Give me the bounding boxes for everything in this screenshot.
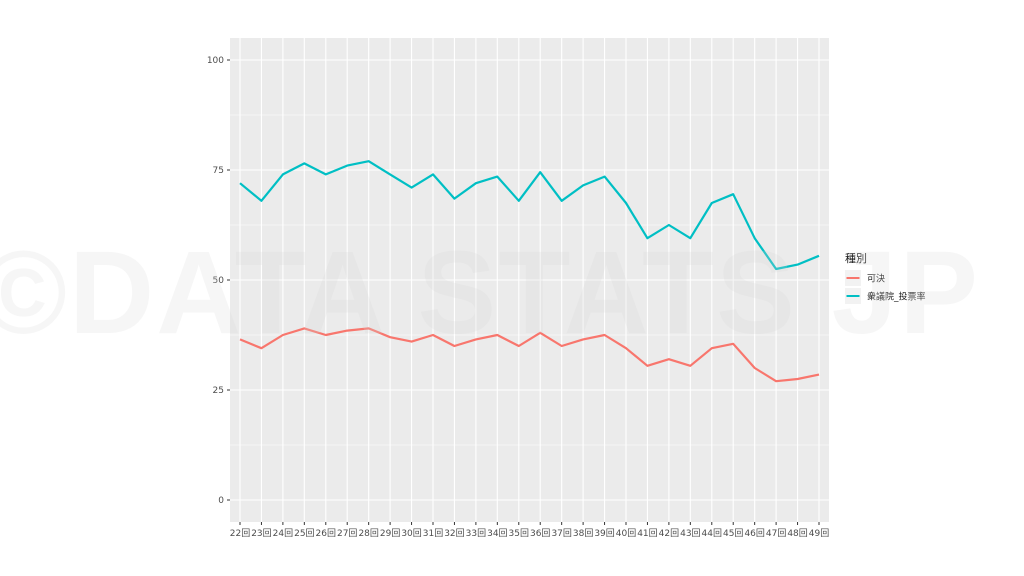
x-tick-label: 39回 bbox=[594, 528, 614, 539]
x-tick-label: 45回 bbox=[723, 528, 743, 539]
legend-label: 衆議院_投票率 bbox=[867, 291, 926, 303]
x-tick-label: 30回 bbox=[401, 528, 421, 539]
x-tick-label: 38回 bbox=[573, 528, 593, 539]
y-tick-label: 25 bbox=[213, 386, 224, 396]
x-axis: 22回 23回 24回 25回 26回 27回 28回 29回 30回 31回 32回 33回 34回 3… bbox=[230, 522, 829, 539]
x-tick-label: 28回 bbox=[358, 528, 378, 539]
y-axis: 0 25 50 75 100 bbox=[207, 56, 230, 506]
x-tick-label: 25回 bbox=[294, 528, 314, 539]
series-line bbox=[239, 327, 820, 383]
legend-label: 可決 bbox=[867, 273, 885, 285]
x-tick-label: 29回 bbox=[380, 528, 400, 539]
grid-major bbox=[230, 38, 829, 522]
y-tick-label: 0 bbox=[218, 496, 224, 506]
x-tick-label: 48回 bbox=[787, 528, 807, 539]
x-tick-label: 34回 bbox=[487, 528, 507, 539]
x-tick-label: 31回 bbox=[423, 528, 443, 539]
x-tick-label: 36回 bbox=[530, 528, 550, 539]
series-lines bbox=[239, 160, 820, 383]
x-tick-label: 43回 bbox=[680, 528, 700, 539]
x-tick-label: 33回 bbox=[466, 528, 486, 539]
x-tick-label: 40回 bbox=[616, 528, 636, 539]
x-tick-label: 37回 bbox=[551, 528, 571, 539]
x-tick-label: 27回 bbox=[337, 528, 357, 539]
legend-title: 種別 bbox=[845, 251, 867, 265]
y-tick-label: 50 bbox=[213, 276, 225, 286]
x-tick-label: 32回 bbox=[444, 528, 464, 539]
x-tick-label: 46回 bbox=[744, 528, 764, 539]
x-tick-label: 23回 bbox=[251, 528, 271, 539]
x-tick-label: 24回 bbox=[273, 528, 293, 539]
x-tick-label: 44回 bbox=[702, 528, 722, 539]
y-tick-label: 75 bbox=[213, 166, 224, 176]
series-line bbox=[239, 160, 820, 271]
x-tick-label: 42回 bbox=[659, 528, 679, 539]
y-tick-label: 100 bbox=[207, 56, 224, 66]
x-tick-label: 41回 bbox=[637, 528, 657, 539]
grid-minor bbox=[230, 114, 829, 446]
x-tick-label: 35回 bbox=[509, 528, 529, 539]
x-tick-label: 47回 bbox=[766, 528, 786, 539]
x-tick-label: 26回 bbox=[316, 528, 336, 539]
x-tick-label: 49回 bbox=[809, 528, 829, 539]
x-tick-label: 22回 bbox=[230, 528, 250, 539]
